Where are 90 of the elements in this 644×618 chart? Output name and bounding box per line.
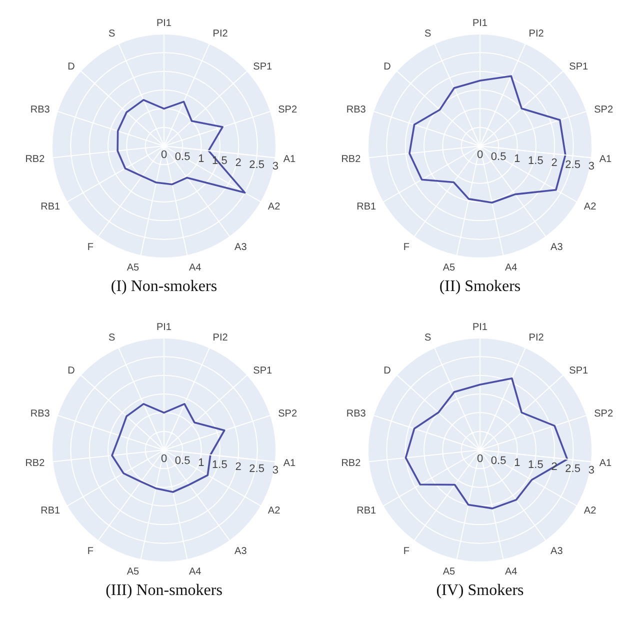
y-tick-label: 1.5 [528, 458, 544, 471]
spoke-label: PI1 [472, 322, 488, 333]
spoke-label: SP1 [569, 365, 589, 376]
y-tick-label: 3 [588, 160, 594, 173]
spoke-label: A1 [599, 458, 612, 470]
spoke-label: A4 [504, 566, 518, 578]
spoke-label: D [68, 365, 75, 376]
text: (I) Non-smokers [110, 278, 218, 296]
y-tick-label: 2 [551, 156, 558, 169]
spoke-label: A3 [550, 546, 564, 558]
text: (IV) Smokers [435, 582, 525, 600]
spoke-label: RB3 [346, 104, 366, 116]
spoke-label: A4 [504, 262, 518, 274]
spoke-label: A2 [268, 202, 281, 213]
spoke-label: SP1 [253, 365, 273, 376]
y-tick-label: 2 [235, 460, 242, 473]
text: (II) Smokers [438, 278, 522, 296]
spoke-label: A3 [234, 546, 248, 558]
y-tick-label: 1 [514, 456, 520, 469]
y-tick-label: 1 [514, 152, 520, 165]
spoke-label: PI1 [472, 18, 488, 29]
spoke-label: RB2 [341, 458, 362, 470]
spoke-label: A3 [550, 242, 564, 254]
spoke-label: SP1 [253, 61, 273, 72]
spoke-label: SP2 [278, 104, 298, 116]
spoke-label: RB2 [25, 154, 46, 166]
y-tick-label: 0 [476, 453, 484, 465]
y-tick-label: 0.5 [174, 150, 190, 163]
spoke-label: A5 [442, 566, 456, 578]
spoke-label: PI2 [528, 28, 544, 40]
spoke-label: F [403, 546, 410, 558]
spoke-label: RB1 [356, 506, 377, 517]
text: (III) Non-smokers [104, 582, 224, 600]
y-tick-label: 2.5 [565, 158, 580, 171]
spoke-label: PI1 [156, 18, 172, 29]
y-tick-label: 3 [588, 464, 594, 477]
spoke-label: F [403, 242, 410, 254]
spoke-label: A5 [126, 262, 140, 274]
spoke-label: A5 [442, 262, 456, 274]
y-tick-label: 1.5 [212, 458, 228, 471]
y-tick-label: 0.5 [490, 454, 506, 467]
y-tick-label: 2 [235, 156, 242, 169]
spoke-label: RB1 [40, 202, 61, 213]
y-tick-label: 0 [476, 149, 484, 161]
y-tick-label: 0.5 [174, 454, 190, 467]
spoke-label: F [87, 546, 94, 558]
spoke-label: RB3 [30, 408, 50, 420]
y-tick-label: 1 [198, 152, 204, 165]
spoke-label: PI2 [212, 28, 228, 40]
spoke-label: A2 [584, 506, 597, 517]
spoke-label: PI2 [212, 332, 228, 344]
spoke-label: PI2 [528, 332, 544, 344]
spoke-label: D [68, 61, 75, 72]
spoke-label: A2 [584, 202, 597, 213]
spoke-label: A3 [234, 242, 248, 254]
spoke-label: A1 [283, 154, 296, 166]
y-tick-label: 0 [160, 453, 168, 465]
spoke-label: PI1 [156, 322, 172, 333]
y-tick-label: 3 [272, 160, 278, 173]
y-tick-label: 2.5 [249, 158, 264, 171]
spoke-label: A1 [599, 154, 612, 166]
spoke-label: S [424, 332, 432, 344]
spoke-label: RB3 [346, 408, 366, 420]
spoke-label: RB3 [30, 104, 50, 116]
spoke-label: F [87, 242, 94, 254]
spoke-label: A5 [126, 566, 140, 578]
spoke-label: S [424, 28, 432, 40]
y-tick-label: 3 [272, 464, 278, 477]
spoke-label: SP1 [569, 61, 589, 72]
spoke-label: RB2 [341, 154, 362, 166]
spoke-label: D [384, 61, 391, 72]
y-tick-label: 2.5 [249, 462, 264, 475]
spoke-label: RB1 [356, 202, 377, 213]
spoke-label: S [108, 28, 116, 40]
spoke-label: A4 [188, 566, 202, 578]
spoke-label: SP2 [278, 408, 298, 420]
spoke-label: SP2 [594, 408, 614, 420]
y-tick-label: 2.5 [565, 462, 580, 475]
spoke-label: S [108, 332, 116, 344]
spoke-label: SP2 [594, 104, 614, 116]
y-tick-label: 0.5 [490, 150, 506, 163]
y-tick-label: 1 [198, 456, 204, 469]
spoke-label: RB1 [40, 506, 61, 517]
y-tick-label: 0 [160, 149, 168, 161]
spoke-label: A1 [283, 458, 296, 470]
spoke-label: A4 [188, 262, 202, 274]
spoke-label: D [384, 365, 391, 376]
spoke-label: RB2 [25, 458, 46, 470]
spoke-label: A2 [268, 506, 281, 517]
y-tick-label: 1.5 [528, 154, 544, 167]
